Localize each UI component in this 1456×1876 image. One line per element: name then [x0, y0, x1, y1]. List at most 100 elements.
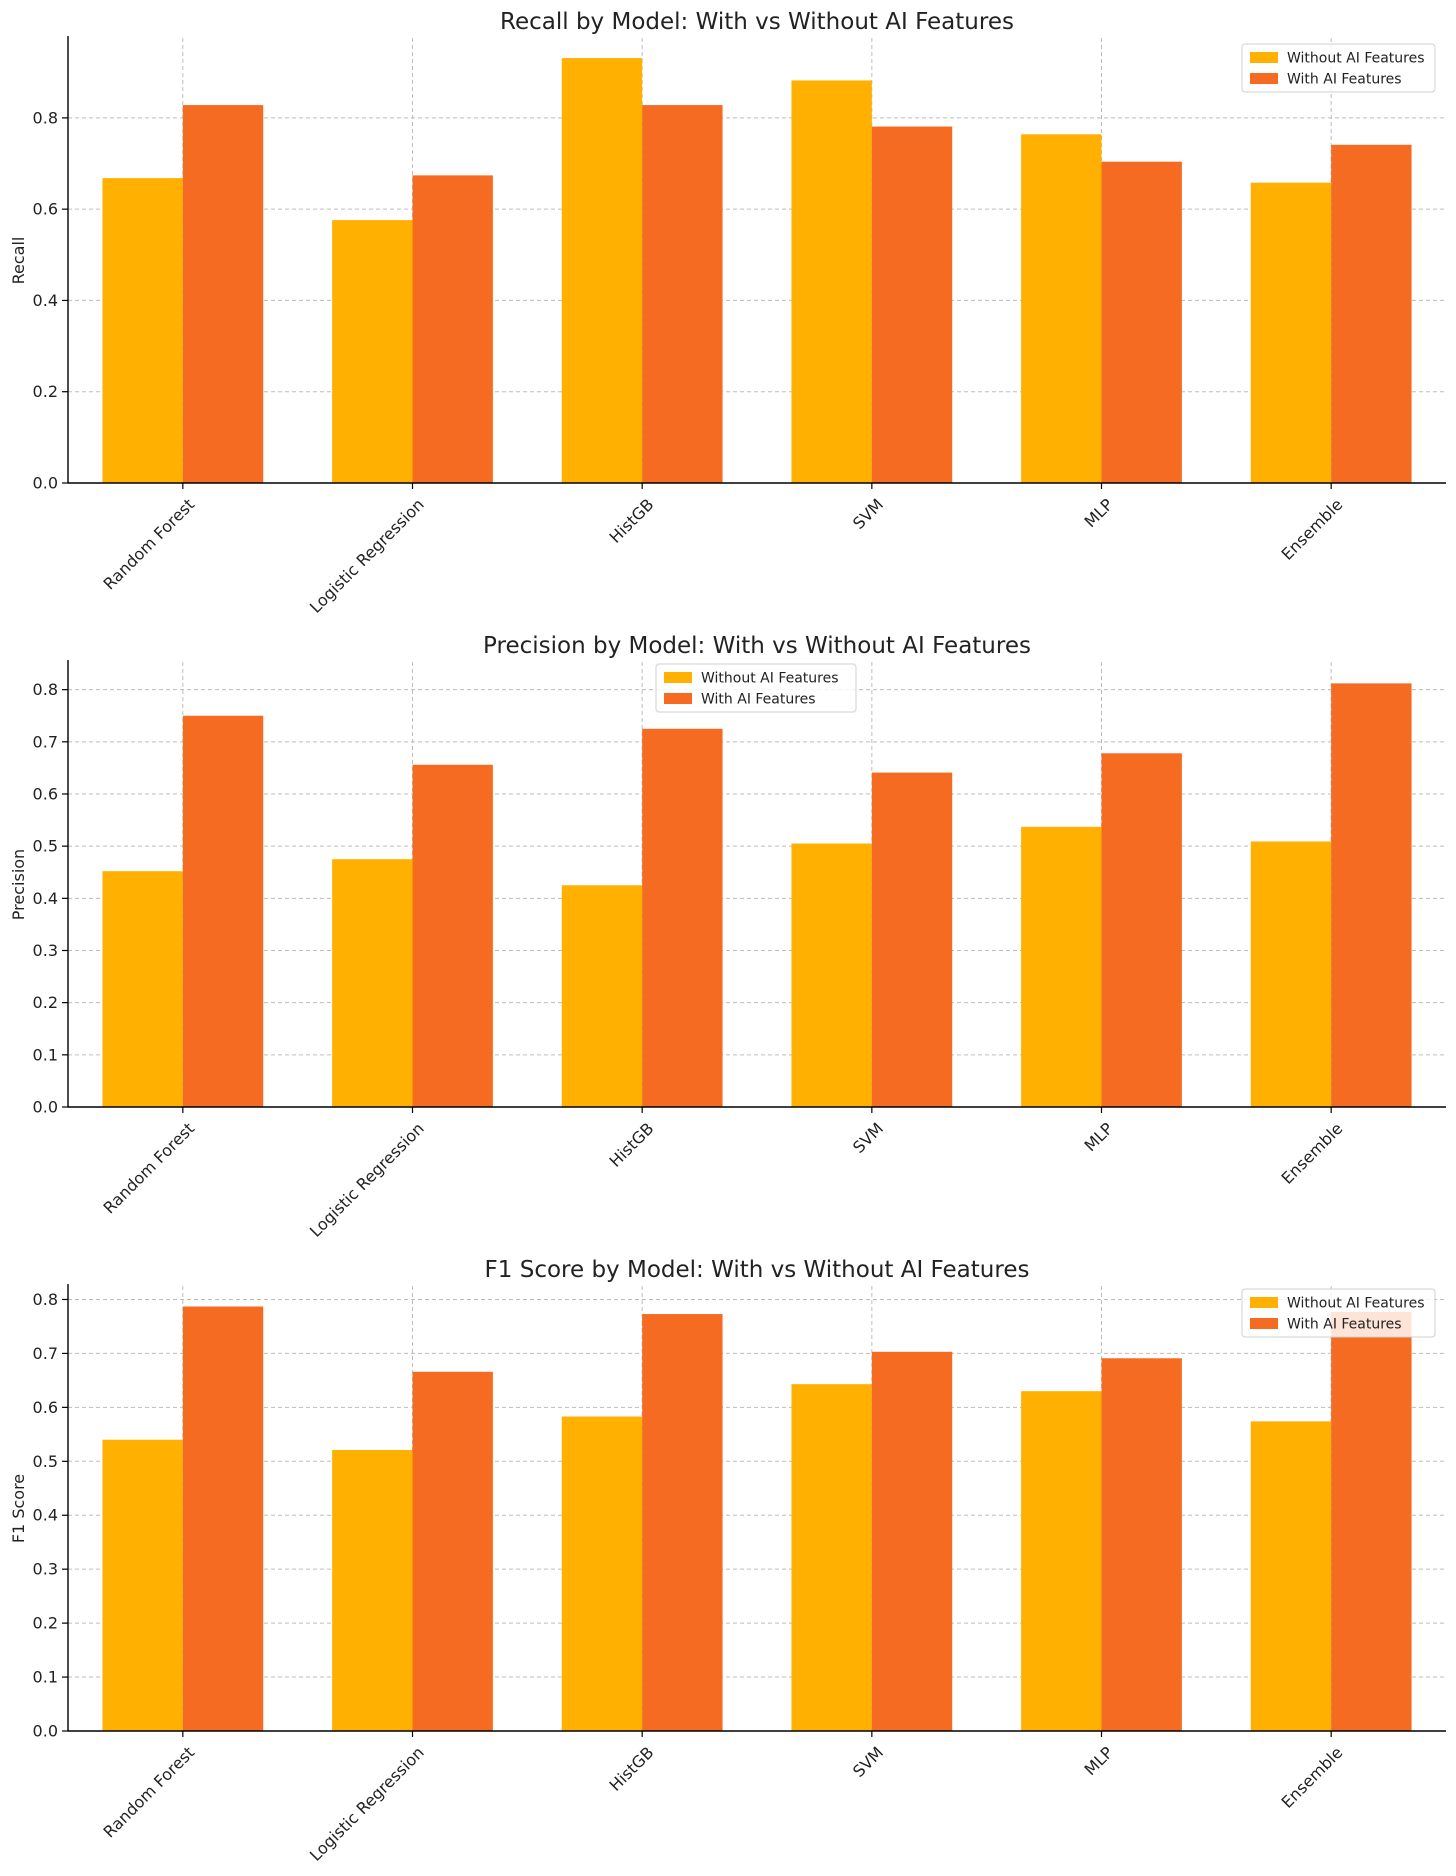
bar-with-ai-5	[1331, 144, 1412, 484]
x-tick-label: SVM	[849, 1743, 887, 1781]
bar-with-ai-3	[871, 772, 953, 1107]
y-tick-label: 0.0	[33, 1722, 58, 1741]
y-tick-label: 0.2	[33, 382, 58, 401]
x-tick-label: Random Forest	[100, 495, 199, 594]
y-tick-label: 0.5	[33, 837, 58, 856]
x-tick-label: Ensemble	[1278, 1119, 1347, 1188]
chart-title: Precision by Model: With vs Without AI F…	[483, 633, 1031, 659]
y-tick-label: 0.8	[33, 680, 58, 699]
bar-with-ai-4	[1101, 753, 1182, 1107]
legend-box	[1241, 43, 1436, 93]
bar-with-ai-2	[642, 728, 723, 1107]
legend: Without AI Features With AI Features	[655, 663, 857, 713]
bar-with-ai-2	[642, 105, 723, 483]
bar-without-ai-2	[561, 58, 643, 483]
y-axis-label: Precision	[9, 849, 28, 920]
chart-panel-0: Recall by Model: With vs Without AI Feat…	[9, 9, 1446, 617]
bar-with-ai-0	[182, 1306, 264, 1731]
y-tick-label: 0.8	[33, 1290, 58, 1309]
y-tick-label: 0.1	[33, 1045, 58, 1064]
bar-without-ai-3	[791, 1384, 872, 1731]
legend-box	[655, 663, 857, 713]
bar-with-ai-1	[412, 175, 493, 483]
bar-with-ai-1	[412, 764, 493, 1107]
bar-with-ai-3	[871, 126, 953, 484]
legend-box	[1241, 1288, 1436, 1338]
y-tick-label: 0.6	[33, 200, 58, 219]
y-tick-label: 0.8	[33, 108, 58, 127]
bar-with-ai-2	[642, 1314, 723, 1731]
x-tick-label: Random Forest	[100, 1119, 199, 1218]
x-tick-label: Ensemble	[1278, 1743, 1347, 1812]
x-tick-label: Random Forest	[100, 1743, 199, 1842]
y-tick-label: 0.4	[33, 1506, 58, 1525]
chart-title: F1 Score by Model: With vs Without AI Fe…	[485, 1257, 1030, 1283]
y-tick-label: 0.7	[33, 1344, 58, 1363]
y-tick-label: 0.3	[33, 1560, 58, 1579]
bar-without-ai-5	[1250, 841, 1332, 1107]
bar-without-ai-5	[1250, 182, 1332, 483]
chart-panel-2: F1 Score by Model: With vs Without AI Fe…	[9, 1257, 1446, 1865]
x-tick-label: SVM	[849, 1119, 887, 1157]
legend-swatch	[1250, 1297, 1278, 1308]
x-tick-label: Logistic Regression	[306, 1743, 428, 1865]
chart-title: Recall by Model: With vs Without AI Feat…	[500, 9, 1014, 35]
bar-without-ai-0	[102, 1439, 183, 1731]
legend-entry: With AI Features	[1287, 1317, 1402, 1333]
bar-without-ai-3	[791, 843, 872, 1107]
legend-swatch	[1250, 52, 1278, 63]
x-tick-label: SVM	[849, 495, 887, 533]
y-tick-label: 0.1	[33, 1668, 58, 1687]
bar-with-ai-3	[871, 1351, 953, 1731]
legend-entry: Without AI Features	[701, 671, 839, 687]
y-tick-label: 0.3	[33, 941, 58, 960]
legend-entry: Without AI Features	[1287, 1296, 1425, 1312]
bar-without-ai-4	[1021, 826, 1102, 1107]
bar-without-ai-3	[791, 80, 872, 483]
x-tick-label: Ensemble	[1278, 495, 1347, 564]
legend: Without AI Features With AI Features	[1241, 1288, 1436, 1338]
x-tick-label: HistGB	[606, 1743, 658, 1795]
y-axis-label: Recall	[9, 237, 28, 285]
bar-without-ai-1	[332, 859, 413, 1107]
y-tick-label: 0.6	[33, 1398, 58, 1417]
y-tick-label: 0.5	[33, 1452, 58, 1471]
bar-with-ai-1	[412, 1371, 493, 1731]
y-tick-label: 0.7	[33, 732, 58, 751]
x-tick-label: HistGB	[606, 495, 658, 547]
bar-without-ai-1	[332, 220, 413, 483]
bar-without-ai-0	[102, 871, 183, 1107]
legend-swatch	[664, 693, 692, 704]
x-tick-label: Logistic Regression	[306, 495, 428, 617]
bar-with-ai-0	[182, 715, 264, 1107]
x-tick-label: MLP	[1080, 1743, 1117, 1780]
legend-swatch	[1250, 1318, 1278, 1329]
bar-with-ai-5	[1331, 683, 1412, 1107]
bar-with-ai-0	[182, 105, 264, 483]
x-tick-label: Logistic Regression	[306, 1119, 428, 1241]
legend-entry: With AI Features	[701, 692, 816, 708]
bar-without-ai-0	[102, 178, 183, 483]
y-tick-label: 0.4	[33, 889, 58, 908]
legend-swatch	[1250, 73, 1278, 84]
x-tick-label: MLP	[1080, 495, 1117, 532]
y-tick-label: 0.2	[33, 1614, 58, 1633]
y-tick-label: 0.2	[33, 993, 58, 1012]
y-tick-label: 0.4	[33, 291, 58, 310]
chart-panel-1: Precision by Model: With vs Without AI F…	[9, 633, 1446, 1241]
bar-with-ai-5	[1331, 1311, 1412, 1731]
bar-without-ai-4	[1021, 1391, 1102, 1731]
y-axis-label: F1 Score	[9, 1474, 28, 1543]
legend-entry: With AI Features	[1287, 72, 1402, 88]
bar-without-ai-1	[332, 1449, 413, 1731]
y-tick-label: 0.6	[33, 784, 58, 803]
bar-with-ai-4	[1101, 1358, 1182, 1731]
x-tick-label: MLP	[1080, 1119, 1117, 1156]
bar-without-ai-2	[561, 1416, 643, 1731]
bar-without-ai-5	[1250, 1421, 1332, 1731]
legend-swatch	[664, 672, 692, 683]
bar-without-ai-4	[1021, 134, 1102, 484]
y-tick-label: 0.0	[33, 1098, 58, 1117]
legend: Without AI Features With AI Features	[1241, 43, 1436, 93]
